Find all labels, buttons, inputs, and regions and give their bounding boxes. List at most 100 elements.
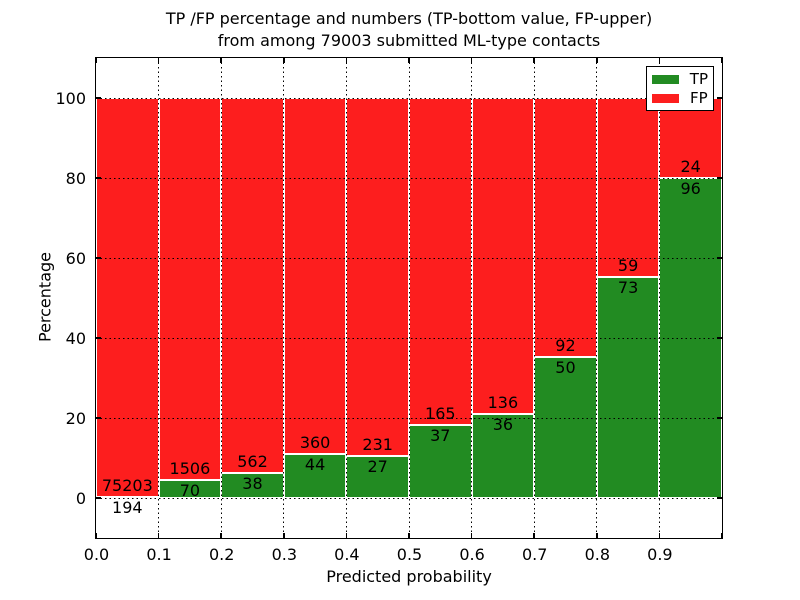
fp-bar-segment xyxy=(346,98,409,457)
y-tick-mark xyxy=(717,257,722,259)
y-tick-mark xyxy=(96,497,101,499)
x-tick-label: 0.8 xyxy=(584,545,611,564)
bar-0.4-0.5 xyxy=(346,98,409,498)
x-tick-label: 0.7 xyxy=(521,545,548,564)
tp-count-label: 44 xyxy=(304,455,326,475)
vertical-gridline xyxy=(345,58,347,538)
fp-count-label: 92 xyxy=(555,336,576,356)
fp-count-label: 231 xyxy=(362,435,393,455)
fp-color-swatch xyxy=(652,94,679,103)
tp-bar-segment xyxy=(596,276,660,498)
tp-count-label: 194 xyxy=(112,497,143,517)
x-tick-mark xyxy=(596,58,598,63)
chart-title: TP /FP percentage and numbers (TP-bottom… xyxy=(9,8,800,52)
legend-item-tp: TP xyxy=(652,72,708,87)
vertical-gridline xyxy=(471,58,473,538)
x-tick-mark xyxy=(345,58,348,63)
tp-color-swatch xyxy=(652,75,679,84)
fp-bar-segment xyxy=(221,98,284,473)
chart-title-line2: from among 79003 submitted ML-type conta… xyxy=(217,31,601,50)
y-tick-mark xyxy=(717,497,722,499)
bar-0.1-0.2 xyxy=(158,98,222,498)
vertical-gridline xyxy=(533,58,535,538)
tp-bar-segment xyxy=(283,454,347,498)
y-tick-mark xyxy=(96,177,101,179)
fp-count-label: 59 xyxy=(617,255,639,275)
y-tick-mark xyxy=(717,417,722,419)
tp-count-label: 96 xyxy=(680,179,701,198)
y-tick-label: 0 xyxy=(75,488,86,508)
x-tick-mark xyxy=(533,58,535,63)
fp-bar-segment xyxy=(659,98,722,178)
x-tick-mark xyxy=(596,533,598,538)
x-tick-mark xyxy=(470,533,473,538)
vertical-gridline xyxy=(596,58,598,538)
tp-count-label: 70 xyxy=(179,481,201,501)
fp-count-label: 165 xyxy=(425,403,456,423)
x-tick-mark xyxy=(408,58,410,63)
x-tick-mark xyxy=(721,533,723,538)
vertical-gridline xyxy=(158,58,160,538)
plot-area: 75203 194 1506 70 562 38 360 44 231 27 165 37 136 36 9… xyxy=(95,57,723,539)
x-axis-title: Predicted probability xyxy=(326,567,492,586)
x-tick-mark xyxy=(470,58,473,63)
y-tick-mark xyxy=(96,417,101,419)
y-tick-mark xyxy=(717,97,722,99)
fp-count-label: 1506 xyxy=(169,459,211,479)
x-tick-label: 0.9 xyxy=(647,545,673,564)
y-tick-mark xyxy=(96,257,101,259)
x-tick-label: 0.5 xyxy=(396,545,423,564)
fp-count-label: 562 xyxy=(237,451,268,471)
vertical-gridline xyxy=(408,58,410,538)
x-tick-mark xyxy=(157,58,160,63)
tp-count-label: 50 xyxy=(555,358,576,378)
tp-bar-segment xyxy=(409,424,472,498)
x-tick-mark xyxy=(283,533,285,538)
vertical-gridline xyxy=(283,58,285,538)
y-tick-label: 40 xyxy=(65,328,86,348)
bar-0.8-0.9 xyxy=(596,98,660,498)
x-tick-mark xyxy=(283,58,285,63)
bar-0.7-0.8 xyxy=(534,98,597,498)
y-tick-label: 80 xyxy=(65,168,86,188)
fp-bar-segment xyxy=(96,98,159,497)
fp-bar-segment xyxy=(534,98,597,358)
legend: TP FP xyxy=(646,66,714,111)
fp-bar-segment xyxy=(596,98,660,277)
tp-bar-segment xyxy=(471,414,535,498)
fp-count-label: 360 xyxy=(299,433,331,453)
x-tick-mark xyxy=(658,533,661,538)
chart-title-line1: TP /FP percentage and numbers (TP-bottom… xyxy=(165,9,653,28)
x-tick-label: 0.6 xyxy=(459,545,485,564)
bar-0.5-0.6 xyxy=(409,98,472,498)
fp-count-label: 24 xyxy=(680,157,701,176)
x-tick-label: 0.4 xyxy=(334,545,360,564)
tp-count-label: 73 xyxy=(617,277,639,297)
x-tick-mark xyxy=(95,533,97,538)
x-tick-label: 0.2 xyxy=(208,545,235,564)
vertical-gridline xyxy=(220,58,222,538)
legend-item-fp: FP xyxy=(652,91,708,106)
bar-0.6-0.7 xyxy=(471,98,535,498)
y-tick-label: 60 xyxy=(65,248,86,268)
tp-bar-segment xyxy=(346,456,409,498)
fp-bar-segment xyxy=(409,98,472,425)
bar-0.0-0.1 xyxy=(96,98,159,498)
x-tick-mark xyxy=(658,58,661,63)
x-tick-mark xyxy=(157,533,160,538)
x-tick-label: 0.1 xyxy=(146,545,172,564)
tp-bar-segment xyxy=(534,357,597,498)
vertical-gridline xyxy=(658,58,660,538)
legend-label-fp: FP xyxy=(690,89,708,107)
y-tick-mark xyxy=(96,97,101,99)
fp-count-label: 75203 xyxy=(101,475,153,495)
fp-bar-segment xyxy=(158,98,222,481)
x-tick-label: 0.0 xyxy=(83,545,110,564)
legend-label-tp: TP xyxy=(689,70,708,88)
y-tick-label: 100 xyxy=(55,88,86,108)
tp-count-label: 38 xyxy=(242,473,263,493)
fp-bar-segment xyxy=(283,98,347,455)
x-tick-mark xyxy=(408,533,410,538)
y-tick-mark xyxy=(717,177,722,179)
